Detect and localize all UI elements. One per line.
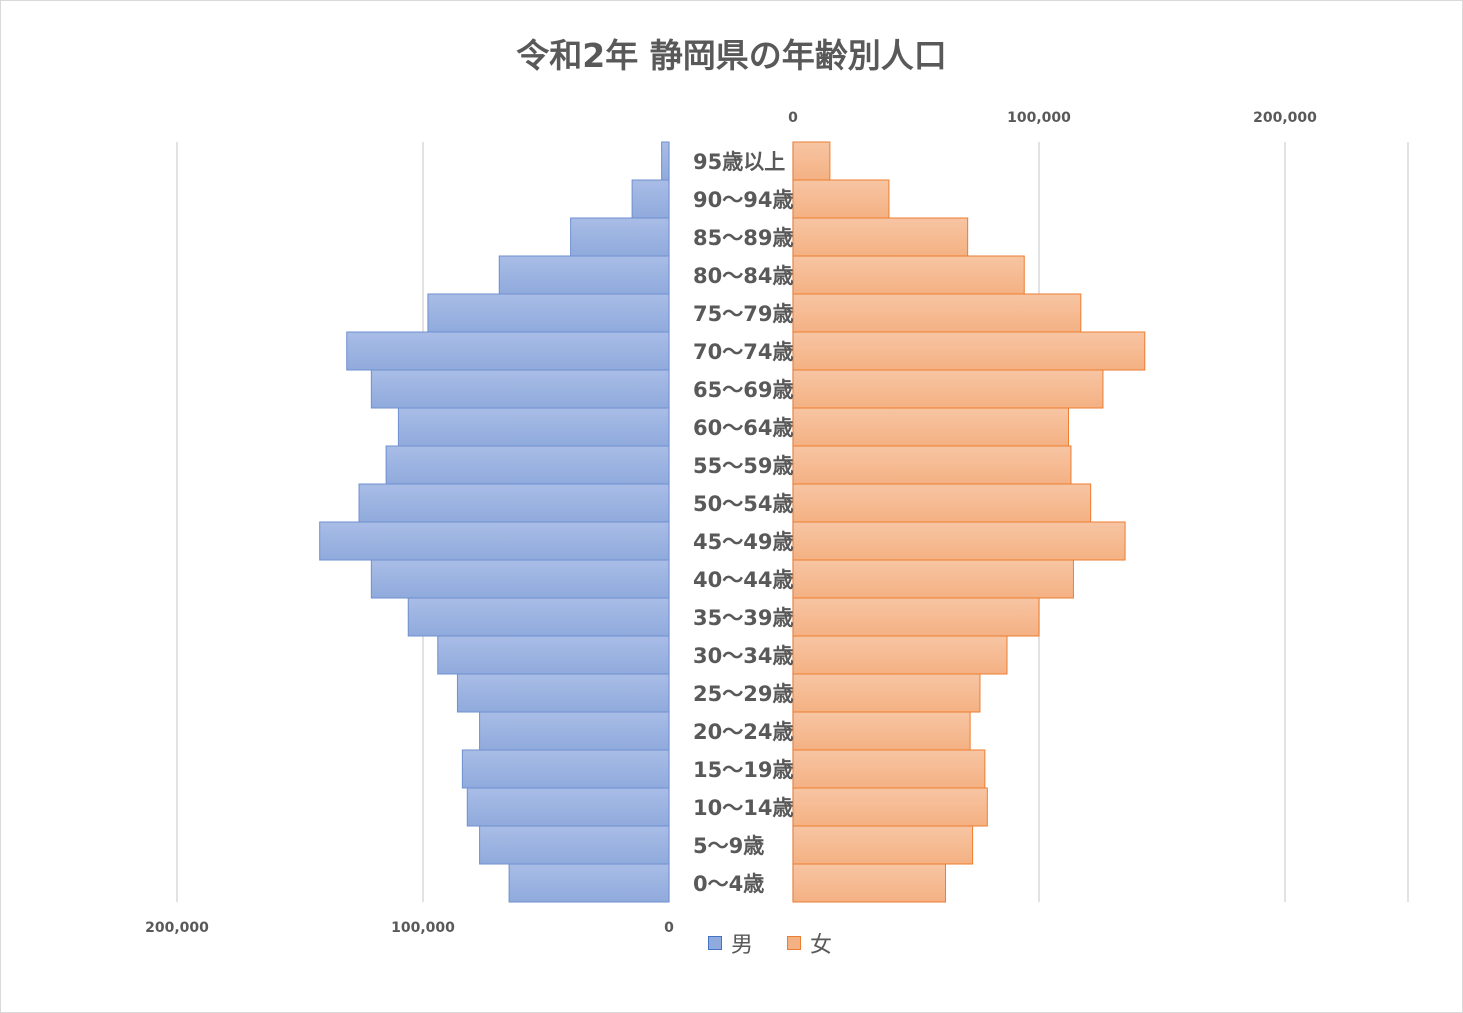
category-labels: 0〜4歳 5〜9歳 10〜14歳 15〜19歳 20〜24歳 25〜29歳 30〜34歳 35…: [693, 150, 793, 896]
female-bar: [792, 483, 1092, 523]
male-bar: [319, 521, 670, 561]
male-bar: [508, 863, 670, 903]
male-axis-tick-label: 200,000: [145, 920, 209, 936]
category-label: 90〜94歳: [693, 188, 793, 212]
female-bar: [792, 673, 981, 713]
category-label: 5〜9歳: [693, 834, 764, 858]
axis-tick-labels: 200,000 100,000 0 0 100,000 200,000: [145, 110, 1317, 936]
female-series: [792, 141, 1146, 903]
category-label: 60〜64歳: [693, 416, 793, 440]
female-bar: [792, 255, 1025, 295]
female-bar: [792, 635, 1008, 675]
category-label: 20〜24歳: [693, 720, 793, 744]
female-bar: [792, 559, 1074, 599]
male-bar: [397, 407, 670, 447]
male-bar: [370, 369, 670, 409]
male-bar: [461, 749, 670, 789]
male-bar: [427, 293, 670, 333]
male-bar: [346, 331, 670, 371]
female-axis-tick-label: 100,000: [1007, 110, 1071, 126]
category-label: 85〜89歳: [693, 226, 793, 250]
female-bar: [792, 787, 988, 827]
category-label: 95歳以上: [693, 150, 785, 174]
female-bar: [792, 293, 1082, 333]
female-bar: [792, 711, 971, 751]
category-label: 50〜54歳: [693, 492, 793, 516]
category-label: 40〜44歳: [693, 568, 793, 592]
legend-label-female: 女: [810, 933, 833, 958]
male-bar: [358, 483, 670, 523]
male-axis-tick-label: 0: [664, 920, 674, 936]
category-label: 35〜39歳: [693, 606, 793, 630]
male-bar: [385, 445, 670, 485]
female-bar: [792, 863, 947, 903]
chart-title: 令和2年 静岡県の年齢別人口: [516, 36, 947, 75]
legend-item-male: 男: [708, 927, 753, 959]
legend-swatch-female: [787, 936, 802, 950]
female-bar: [792, 749, 986, 789]
female-bar: [792, 597, 1040, 637]
male-bar: [466, 787, 670, 827]
category-label: 0〜4歳: [693, 872, 764, 896]
female-bar: [792, 407, 1070, 447]
female-bar: [792, 445, 1072, 485]
male-bar: [498, 255, 670, 295]
category-label: 30〜34歳: [693, 644, 793, 668]
category-label: 45〜49歳: [693, 530, 793, 554]
female-bar: [792, 331, 1146, 371]
legend-label-male: 男: [731, 933, 754, 958]
category-label: 25〜29歳: [693, 682, 793, 706]
legend-swatch-male: [708, 936, 722, 950]
male-bar: [661, 141, 670, 181]
category-label: 65〜69歳: [693, 378, 793, 402]
female-bar: [792, 141, 831, 181]
male-bar: [407, 597, 670, 637]
female-bar: [792, 179, 890, 219]
legend: 男 女: [708, 927, 866, 959]
male-axis-tick-label: 100,000: [391, 920, 455, 936]
female-bar: [792, 825, 974, 865]
female-bar: [792, 217, 969, 257]
male-bar: [456, 673, 670, 713]
category-label: 55〜59歳: [693, 454, 793, 478]
category-label: 10〜14歳: [693, 796, 793, 820]
male-series: [319, 141, 670, 903]
male-bar: [479, 711, 670, 751]
female-bar: [792, 369, 1104, 409]
category-label: 15〜19歳: [693, 758, 793, 782]
category-label: 80〜84歳: [693, 264, 793, 288]
male-bar: [570, 217, 670, 257]
legend-item-female: 女: [787, 927, 832, 959]
male-bar: [479, 825, 670, 865]
male-bar: [631, 179, 670, 219]
category-label: 70〜74歳: [693, 340, 793, 364]
category-label: 75〜79歳: [693, 302, 793, 326]
male-bar: [370, 559, 670, 599]
female-axis-tick-label: 0: [788, 110, 798, 126]
female-bar: [792, 521, 1126, 561]
female-axis-tick-label: 200,000: [1253, 110, 1317, 126]
male-bar: [437, 635, 670, 675]
